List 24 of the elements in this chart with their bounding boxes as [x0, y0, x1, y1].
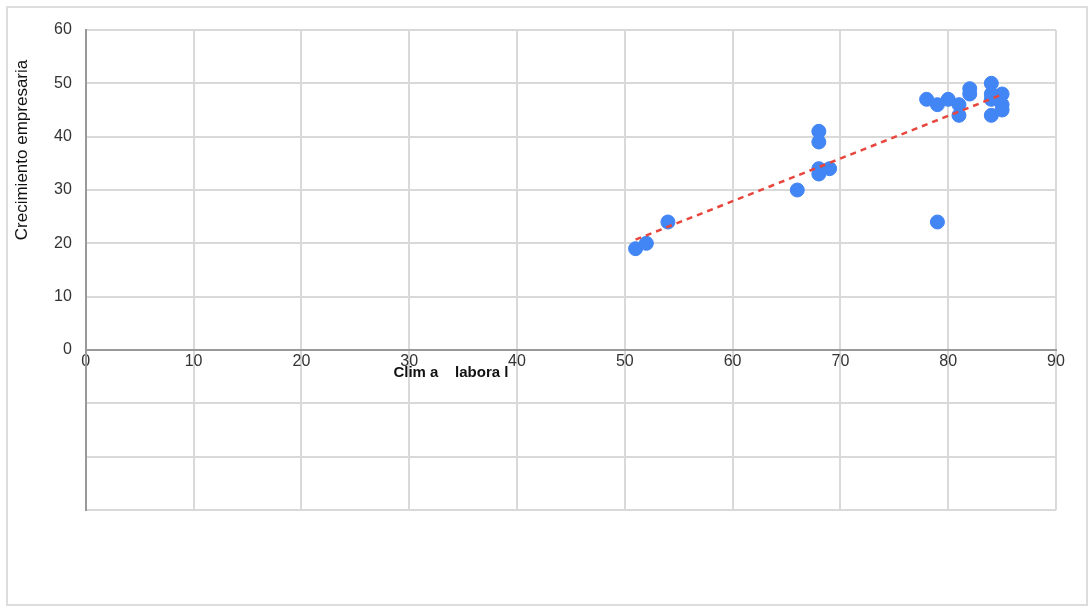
x-tick-label: 70 — [831, 352, 850, 370]
point — [929, 214, 945, 230]
point — [983, 107, 999, 123]
point — [638, 235, 654, 251]
point — [940, 91, 956, 107]
y-tick-label: 20 — [54, 233, 72, 251]
point — [929, 97, 945, 113]
x-tick-label: 10 — [184, 352, 203, 370]
x-tick-label: 80 — [939, 352, 958, 370]
y-tick-label: 0 — [62, 340, 72, 358]
x-tick-label: 60 — [723, 352, 742, 370]
x-tick-label: 20 — [292, 352, 311, 370]
y-tick-label: 60 — [54, 20, 72, 38]
y-tick-label: 40 — [54, 127, 72, 145]
point — [822, 161, 838, 177]
point — [811, 134, 827, 150]
x-tick-label: 90 — [1047, 352, 1065, 370]
x-tick-label: 40 — [508, 352, 526, 370]
y-tick-label: 30 — [54, 180, 72, 198]
y-tick-label: 10 — [54, 287, 72, 305]
y-tick-label: 50 — [54, 73, 72, 91]
point — [789, 182, 805, 198]
y-axis-title: Crecimiento empresaria — [11, 59, 31, 241]
x-tick-label: 50 — [615, 352, 634, 370]
